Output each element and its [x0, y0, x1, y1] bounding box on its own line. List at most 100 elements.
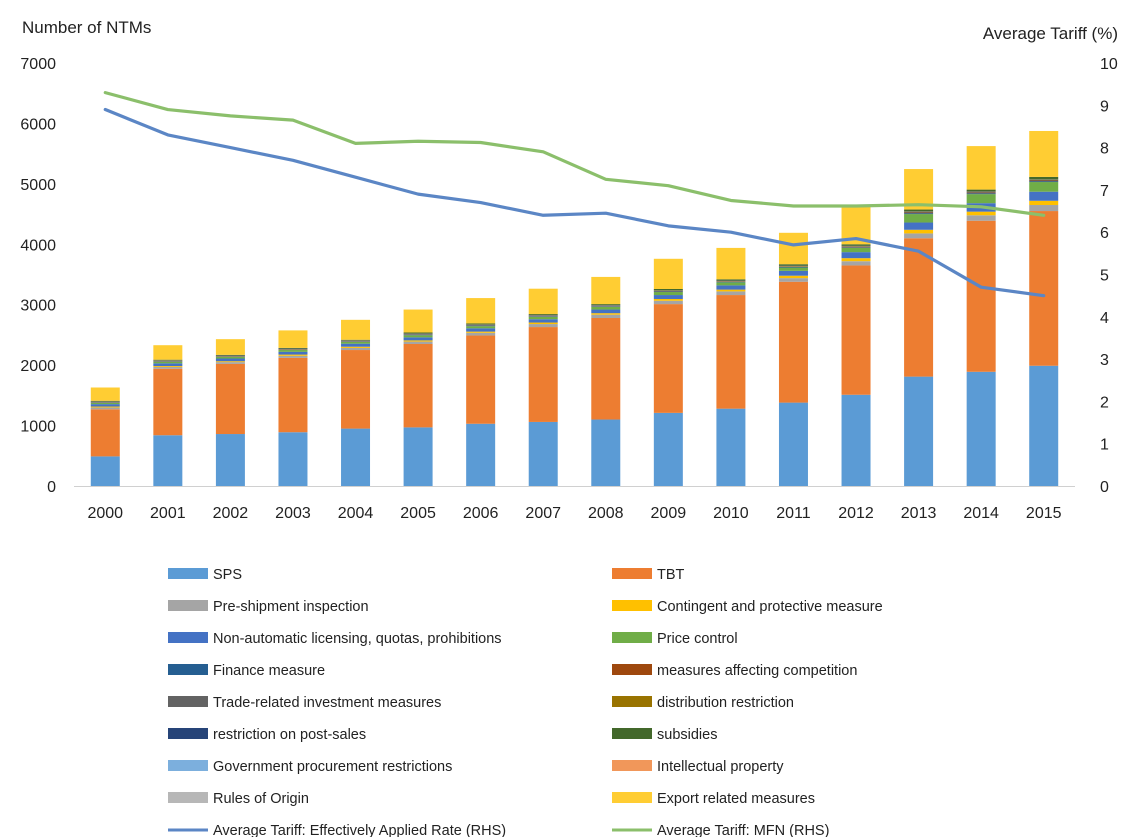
bar-segment-4-2013 [904, 222, 934, 230]
legend-label: measures affecting competition [657, 663, 857, 679]
bar-segment-2-2014 [966, 215, 996, 221]
bar-segment-5-2002 [215, 356, 245, 359]
bar-segment-2-2006 [466, 332, 496, 336]
bar-segment-1-2009 [653, 304, 683, 413]
bar-segment-6-2006 [466, 325, 496, 327]
bar-segment-11-2015 [1029, 176, 1059, 180]
bar-segment-3-2013 [904, 229, 934, 234]
bar-segment-15-2010 [716, 247, 746, 280]
left-tick-label: 0 [47, 479, 56, 496]
bar-segment-1-2004 [341, 350, 371, 429]
left-tick-label: 4000 [20, 237, 56, 254]
bar-segment-6-2010 [716, 281, 746, 283]
bar-segment-3-2003 [278, 354, 308, 356]
bar-segment-0-2009 [653, 412, 683, 486]
bar-segment-6-2007 [528, 316, 558, 317]
bar-segment-0-2004 [341, 428, 371, 486]
bar-segment-11-2014 [966, 189, 996, 192]
bar-segment-11-2009 [653, 289, 683, 291]
bar-segment-5-2012 [841, 247, 871, 253]
x-tick-label: 2005 [400, 505, 436, 522]
bar-segment-15-2008 [591, 276, 621, 305]
legend-label: Export related measures [657, 791, 815, 807]
legend-swatch [168, 632, 208, 643]
bar-segment-3-2007 [528, 322, 558, 325]
legend-label: Average Tariff: Effectively Applied Rate… [213, 823, 506, 837]
bar-segment-6-2011 [778, 266, 808, 268]
bar-segment-3-2008 [591, 313, 621, 315]
bar-segment-1-2003 [278, 357, 308, 433]
bar-segment-0-2012 [841, 394, 871, 486]
bar-segment-15-2005 [403, 309, 433, 333]
axis-layer: 0 1000 2000 3000 4000 5000 6000 7000 0 1 2 3 4 5 6 7 8 9 1… [20, 56, 1117, 522]
bar-segment-4-2012 [841, 252, 871, 259]
bar-segment-0-2011 [778, 402, 808, 486]
bar-segment-0-2008 [591, 419, 621, 486]
bar-segment-7-2015 [1029, 180, 1059, 182]
bar-segment-0-2015 [1029, 365, 1059, 486]
x-tick-label: 2010 [713, 505, 749, 522]
x-tick-label: 2011 [776, 505, 811, 522]
bar-segment-3-2002 [215, 361, 245, 363]
bars-layer [90, 130, 1059, 486]
bar-segment-8-2014 [966, 192, 996, 193]
x-tick-label: 2001 [150, 505, 186, 522]
bar-segment-0-2006 [466, 423, 496, 486]
right-tick-label: 2 [1100, 394, 1109, 411]
bar-segment-1-2012 [841, 265, 871, 395]
bar-segment-3-2001 [153, 366, 183, 367]
bar-segment-15-2009 [653, 258, 683, 289]
left-tick-label: 5000 [20, 177, 56, 194]
bar-segment-3-2000 [90, 406, 120, 408]
bar-segment-0-2003 [278, 432, 308, 486]
bar-segment-4-2003 [278, 351, 308, 355]
legend-label: Average Tariff: MFN (RHS) [657, 823, 829, 837]
bar-segment-5-2014 [966, 194, 996, 204]
bar-segment-15-2013 [904, 169, 934, 210]
legend-label: Rules of Origin [213, 791, 309, 807]
bar-segment-4-2011 [778, 270, 808, 276]
bar-segment-15-2014 [966, 146, 996, 190]
bar-segment-15-2007 [528, 288, 558, 315]
legend-swatch [612, 792, 652, 803]
right-tick-label: 7 [1100, 183, 1109, 200]
x-tick-label: 2007 [525, 505, 561, 522]
bar-segment-2-2015 [1029, 205, 1059, 212]
legend-swatch [168, 792, 208, 803]
bar-segment-4-2004 [341, 343, 371, 347]
x-tick-label: 2008 [588, 505, 624, 522]
legend-label: Contingent and protective measure [657, 599, 883, 615]
bar-segment-0-2002 [215, 434, 245, 486]
bar-segment-8-2015 [1029, 179, 1059, 181]
bar-segment-11-2012 [841, 244, 871, 246]
legend-label: restriction on post-sales [213, 727, 366, 743]
bar-segment-6-2013 [904, 213, 934, 215]
bar-segment-3-2012 [841, 258, 871, 262]
bar-segment-5-2011 [778, 267, 808, 271]
left-tick-label: 1000 [20, 419, 56, 436]
bar-segment-3-2015 [1029, 200, 1059, 206]
bar-segment-1-2014 [966, 220, 996, 372]
legend-label: Trade-related investment measures [213, 695, 441, 711]
x-tick-label: 2009 [651, 505, 687, 522]
bar-segment-15-2004 [341, 319, 371, 340]
bar-segment-15-2011 [778, 232, 808, 265]
bar-segment-11-2013 [904, 209, 934, 212]
left-tick-label: 3000 [20, 298, 56, 315]
legend-swatch [612, 664, 652, 675]
bar-segment-11-2005 [403, 332, 433, 334]
bar-segment-5-2015 [1029, 182, 1059, 192]
bar-segment-2-2012 [841, 261, 871, 266]
bar-segment-0-2005 [403, 427, 433, 486]
bar-segment-6-2005 [403, 334, 433, 336]
x-tick-label: 2004 [338, 505, 374, 522]
bar-segment-0-2000 [90, 456, 120, 486]
x-tick-label: 2006 [463, 505, 499, 522]
bar-segment-11-2004 [341, 339, 371, 341]
bar-segment-6-2012 [841, 247, 871, 248]
bar-segment-11-2010 [716, 279, 746, 281]
bar-segment-2-2013 [904, 233, 934, 239]
bar-segment-3-2010 [716, 289, 746, 292]
bar-segment-3-2006 [466, 331, 496, 333]
